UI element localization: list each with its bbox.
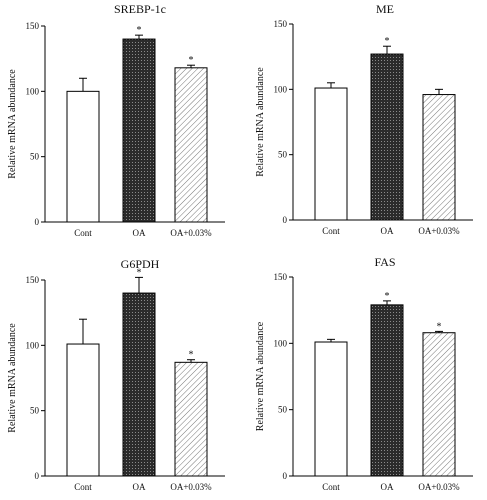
significance-marker: *	[189, 55, 194, 66]
y-tick-label: 150	[274, 19, 288, 29]
significance-marker: *	[385, 291, 390, 302]
y-tick-label: 0	[35, 471, 40, 481]
bar-oa-0-03-	[422, 332, 456, 477]
bar-cont	[66, 90, 100, 223]
y-axis-label: Relative mRNA abundance	[255, 321, 266, 431]
y-tick-label: 100	[274, 84, 288, 94]
y-tick-label: 0	[283, 471, 288, 481]
bar-oa	[370, 53, 404, 221]
x-category-label: OA+0.03%	[418, 226, 460, 236]
y-tick-label: 150	[26, 275, 40, 285]
bar-oa	[122, 292, 156, 477]
y-tick-label: 150	[274, 272, 288, 282]
y-tick-label: 100	[26, 340, 40, 350]
significance-marker: *	[385, 36, 390, 47]
y-axis-label: Relative mRNA abundance	[7, 323, 18, 433]
y-axis-label: Relative mRNA abundance	[7, 69, 18, 179]
x-category-label: OA	[133, 228, 146, 238]
bar-oa	[122, 38, 156, 223]
x-category-label: Cont	[74, 482, 92, 492]
chart-title: ME	[376, 2, 394, 16]
x-category-label: Cont	[322, 482, 340, 492]
y-tick-label: 50	[30, 406, 40, 416]
y-tick-label: 0	[283, 215, 288, 225]
x-category-label: OA	[133, 482, 146, 492]
chart-panel-3: G6PDH Relative mRNA abundance 0 50 100 150 Con…	[7, 257, 225, 492]
significance-marker: *	[137, 267, 142, 278]
bar-cont	[314, 87, 348, 221]
chart-title: SREBP-1c	[114, 2, 166, 16]
x-category-label: Cont	[322, 226, 340, 236]
x-category-label: OA	[381, 482, 394, 492]
y-tick-label: 100	[26, 86, 40, 96]
chart-panel-1: SREBP-1c Relative mRNA abundance 0 50 100 150…	[7, 2, 225, 238]
significance-marker: *	[189, 350, 194, 361]
chart-title: FAS	[374, 255, 395, 269]
chart-panel-4: FAS Relative mRNA abundance 0 50 100 150 Cont *…	[255, 255, 473, 492]
bar-oa-0-03-	[422, 94, 456, 221]
y-tick-label: 100	[274, 338, 288, 348]
x-category-label: OA+0.03%	[170, 228, 212, 238]
bar-oa-0-03-	[174, 67, 208, 223]
significance-marker: *	[437, 321, 442, 332]
bar-cont	[314, 341, 348, 477]
y-tick-label: 0	[35, 217, 40, 227]
x-category-label: OA+0.03%	[418, 482, 460, 492]
y-tick-label: 50	[278, 150, 288, 160]
y-tick-label: 50	[278, 405, 288, 415]
significance-marker: *	[137, 25, 142, 36]
y-tick-label: 150	[26, 21, 40, 31]
x-category-label: OA	[381, 226, 394, 236]
bar-cont	[66, 343, 100, 477]
chart-panel-2: ME Relative mRNA abundance 0 50 100 150 Cont * O…	[255, 2, 473, 236]
y-tick-label: 50	[30, 152, 40, 162]
bar-oa	[370, 304, 404, 477]
x-category-label: OA+0.03%	[170, 482, 212, 492]
x-category-label: Cont	[74, 228, 92, 238]
bar-oa-0-03-	[174, 361, 208, 477]
chart-title: G6PDH	[121, 257, 160, 271]
y-axis-label: Relative mRNA abundance	[255, 67, 266, 177]
